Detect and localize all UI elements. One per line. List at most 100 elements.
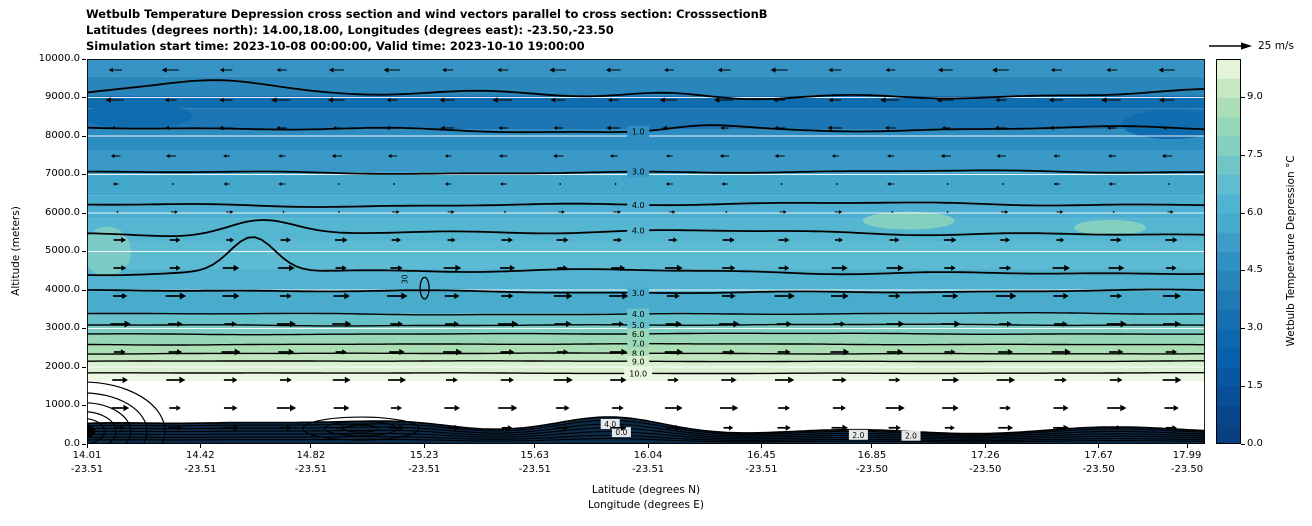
wind-vector-head xyxy=(885,68,890,72)
wind-vector-dot xyxy=(337,183,340,185)
wind-vector-head xyxy=(219,67,224,73)
wind-vector-head xyxy=(662,125,667,131)
x-tick-label-latitude: 15.23 xyxy=(409,450,439,461)
contour-annotation: 2.0 xyxy=(901,430,921,441)
wind-vector-head xyxy=(884,125,889,131)
wind-vector-head xyxy=(898,320,905,328)
surface-feature-contour xyxy=(302,416,420,441)
wind-vector-head xyxy=(838,237,843,243)
wind-vector-dot xyxy=(1002,183,1004,185)
title-line-2: Latitudes (degrees north): 14.00,18.00, … xyxy=(86,23,614,37)
wind-vector-head xyxy=(161,67,167,73)
wind-vector-head xyxy=(1048,97,1054,103)
wind-vector-head xyxy=(563,349,569,355)
contour-annotation: 2.0 xyxy=(848,429,868,440)
annotation-bg xyxy=(848,429,868,440)
wind-vector-head xyxy=(1120,320,1127,328)
wind-vector-head xyxy=(674,293,680,299)
colorbar-step xyxy=(1216,309,1241,329)
x-tick-label-longitude: -23.51 xyxy=(745,464,778,475)
wind-vector-head xyxy=(617,237,622,243)
colorbar-label-text: Wetbulb Temperature Depression °C xyxy=(1285,155,1297,347)
annotation-text: 0.0 xyxy=(615,428,627,437)
contour-line xyxy=(87,236,1205,277)
wind-vector-head xyxy=(288,348,295,356)
wind-vector-head xyxy=(177,349,183,355)
wind-vector-head xyxy=(1050,67,1055,73)
wind-vector-head xyxy=(770,67,776,73)
wind-vector-head xyxy=(386,97,391,103)
annotation-text: 4.0 xyxy=(604,420,616,429)
wind-vector-head xyxy=(896,425,901,431)
colorbar-frame xyxy=(1216,59,1241,444)
colorbar-step xyxy=(1216,290,1241,310)
wind-vector-head xyxy=(953,376,960,384)
y-tick-mark xyxy=(82,212,86,214)
wind-vector-head xyxy=(508,293,514,299)
wind-vector-head xyxy=(992,67,998,73)
wind-vector-head xyxy=(605,67,611,73)
wind-vector-head xyxy=(1175,292,1181,300)
contour-label: 6.0 xyxy=(632,330,645,339)
wind-vector-head xyxy=(455,264,462,272)
wind-vector-head xyxy=(621,348,628,356)
fill-patch xyxy=(1074,219,1146,236)
wind-vector-head xyxy=(1117,377,1123,383)
wind-vector-head xyxy=(733,320,740,328)
annotation-text: 2.0 xyxy=(852,431,864,440)
contour-label: 4.0 xyxy=(632,227,645,236)
colorbar-step xyxy=(1216,270,1241,291)
colorbar-step xyxy=(1216,328,1241,349)
x-tick-mark xyxy=(423,444,425,448)
title-line-1: Wetbulb Temperature Depression cross sec… xyxy=(86,7,768,21)
colorbar-step xyxy=(1216,386,1241,406)
wind-vector-head xyxy=(1006,405,1011,411)
wind-vector-head xyxy=(774,154,779,158)
wind-vector-head xyxy=(621,424,627,431)
wind-vector-head xyxy=(454,293,460,300)
wind-vector-head xyxy=(729,425,734,431)
wind-vector-head xyxy=(122,293,128,299)
wind-vector-head xyxy=(937,67,943,73)
wind-vector-head xyxy=(1108,154,1112,158)
wind-vector-head xyxy=(498,126,503,130)
x-tick-label-latitude: 16.45 xyxy=(747,450,776,461)
wind-vector-head xyxy=(176,405,181,411)
x-tick-label-longitude: -23.51 xyxy=(518,464,551,475)
wind-vector-head xyxy=(1007,424,1014,431)
wind-vector-head xyxy=(953,404,959,412)
wind-vector-dot xyxy=(614,183,617,185)
wind-vector-head xyxy=(666,154,670,158)
wind-vector-head xyxy=(664,68,668,72)
wind-vector-head xyxy=(609,154,614,158)
x-tick-mark xyxy=(199,444,201,448)
wind-vector-head xyxy=(1106,67,1111,73)
wind-vector-head xyxy=(166,154,170,158)
fill-patch xyxy=(1121,109,1205,139)
wind-vector-head xyxy=(773,97,778,103)
wind-vector-head xyxy=(177,424,183,431)
wind-vector-head xyxy=(223,182,227,186)
wind-vector-head xyxy=(1118,349,1124,355)
wind-vector-dot xyxy=(282,211,285,213)
y-tick-mark xyxy=(82,135,86,137)
wind-vector-head xyxy=(1064,348,1071,356)
wind-vector-head xyxy=(511,404,518,412)
x-tick-mark xyxy=(310,444,312,448)
wind-vector-head xyxy=(563,265,568,271)
wind-vector-dot xyxy=(836,183,838,185)
x-tick-mark xyxy=(647,444,649,448)
fill-band xyxy=(87,241,1205,269)
wind-vector-head xyxy=(1007,321,1012,327)
wind-vector-head xyxy=(1005,237,1011,243)
fill-band xyxy=(87,268,1205,292)
contour-label: 10.0 xyxy=(629,369,647,378)
colorbar-tick-mark xyxy=(1241,154,1245,156)
wind-vector-dot xyxy=(171,183,174,185)
wind-vector-head xyxy=(898,264,904,272)
x-tick-mark xyxy=(86,444,88,448)
wind-vector-head xyxy=(784,265,790,271)
x-axis-label-latitude: Latitude (degrees N) xyxy=(591,484,701,496)
wind-vector-head xyxy=(327,97,333,103)
surface-contour xyxy=(87,416,1205,435)
